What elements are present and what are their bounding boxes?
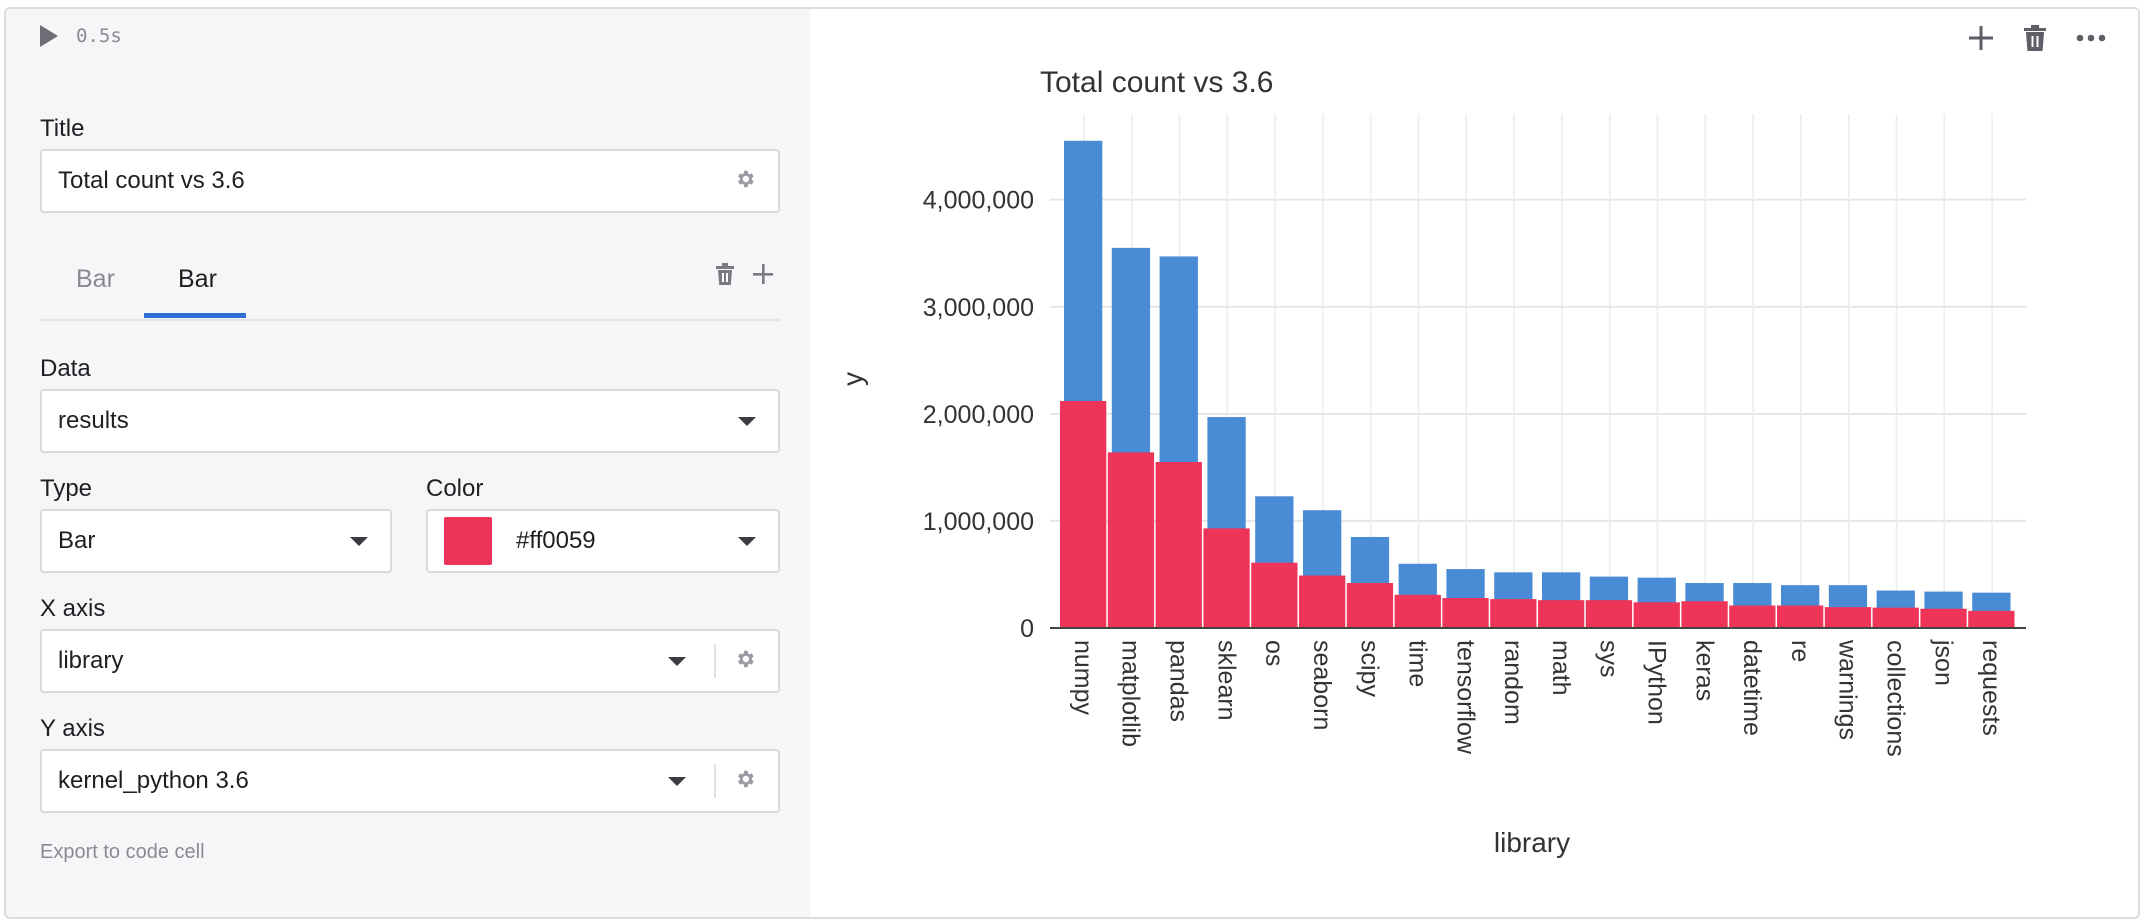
x-axis-value: library (58, 647, 124, 674)
x-tick-label: collections (1882, 640, 1910, 757)
export-to-code-link[interactable]: Export to code cell (40, 841, 205, 863)
bar-series-2-ipython[interactable] (1633, 602, 1680, 628)
series-tabs: Bar Bar (40, 249, 780, 321)
chevron-down-icon[interactable] (668, 776, 686, 786)
x-tick-label: keras (1690, 640, 1718, 701)
cell-actions (1968, 25, 2106, 51)
chevron-down-icon[interactable] (668, 656, 686, 666)
bar-series-2-collections[interactable] (1872, 607, 1919, 628)
run-bar: 0.5s (40, 25, 122, 47)
type-label: Type (40, 475, 93, 502)
x-tick-label: requests (1977, 640, 2005, 736)
bar-series-2-matplotlib[interactable] (1107, 452, 1155, 628)
x-tick-label: datetime (1738, 640, 1766, 736)
bar-series-2-math[interactable] (1538, 600, 1585, 628)
x-axis-select[interactable]: library (40, 629, 780, 693)
x-tick-label: os (1260, 640, 1288, 666)
bar-series-2-json[interactable] (1920, 608, 1967, 628)
y-tick-label: 2,000,000 (923, 401, 1034, 429)
chart-area: 0 1,000,000 2,000,000 3,000,000 4,000,000 nu… (810, 9, 2138, 917)
x-tick-label: json (1929, 639, 1957, 686)
active-tab-indicator (144, 313, 246, 318)
field-divider (714, 644, 716, 678)
chevron-down-icon[interactable] (738, 536, 756, 546)
color-swatch (444, 517, 492, 565)
trash-icon[interactable] (2024, 25, 2046, 51)
bars (1060, 140, 2015, 629)
x-tick-label: scipy (1356, 640, 1384, 697)
chart-title: Total count vs 3.6 (1040, 66, 1273, 99)
y-tick-label: 0 (1020, 615, 1034, 643)
bar-series-2-warnings[interactable] (1824, 607, 1872, 628)
x-tick-label: tensorflow (1451, 640, 1479, 755)
x-tick-label: IPython (1643, 640, 1671, 725)
x-axis-label: X axis (40, 595, 106, 622)
color-label: Color (426, 475, 484, 502)
bar-series-2-seaborn[interactable] (1299, 575, 1346, 628)
x-tick-label: time (1404, 640, 1432, 687)
color-value: #ff0059 (516, 527, 596, 554)
bar-series-2-scipy[interactable] (1346, 583, 1394, 628)
y-axis-value: kernel_python 3.6 (58, 767, 249, 794)
more-icon[interactable] (2076, 34, 2106, 42)
x-tick-label: seaborn (1308, 640, 1336, 730)
chevron-down-icon[interactable] (738, 416, 756, 426)
gear-icon[interactable] (734, 648, 756, 675)
run-time: 0.5s (76, 25, 122, 47)
trash-icon[interactable] (716, 263, 734, 290)
y-tick-label: 3,000,000 (923, 294, 1034, 322)
tab-bar-1[interactable]: Bar (76, 265, 115, 293)
y-tick-label: 1,000,000 (923, 508, 1034, 536)
x-axis-title: library (1494, 827, 1570, 858)
bar-series-2-pandas[interactable] (1155, 462, 1202, 628)
data-label: Data (40, 355, 91, 382)
y-axis-label: Y axis (40, 715, 105, 742)
bar-series-2-time[interactable] (1394, 594, 1441, 628)
bar-series-2-sys[interactable] (1585, 600, 1633, 628)
plus-icon[interactable] (1968, 25, 1994, 51)
title-value: Total count vs 3.6 (58, 167, 245, 194)
y-axis-select[interactable]: kernel_python 3.6 (40, 749, 780, 813)
x-tick-label: pandas (1165, 640, 1193, 722)
field-divider (714, 764, 716, 798)
notebook-cell: 0.5s Title Total count vs 3.6 Bar Bar Da… (4, 7, 2140, 919)
x-tick-labels: numpy matplotlib pandas sklearn os seaborn sci… (1069, 639, 2005, 757)
tab-bar-2[interactable]: Bar (178, 265, 217, 293)
title-label: Title (40, 115, 85, 142)
chart-config-panel: 0.5s Title Total count vs 3.6 Bar Bar Da… (6, 9, 810, 917)
type-select[interactable]: Bar (40, 509, 392, 573)
bar-series-2-tensorflow[interactable] (1442, 598, 1489, 628)
x-tick-label: re (1786, 640, 1814, 662)
bar-series-2-datetime[interactable] (1729, 605, 1776, 628)
bar-series-2-numpy[interactable] (1060, 400, 1107, 628)
gear-icon[interactable] (734, 768, 756, 795)
x-tick-label: warnings (1834, 639, 1862, 740)
data-select[interactable]: results (40, 389, 780, 453)
x-tick-label: sklearn (1212, 640, 1240, 721)
x-tick-label: numpy (1069, 640, 1097, 716)
bar-series-2-random[interactable] (1490, 599, 1537, 628)
bar-series-2-os[interactable] (1251, 562, 1298, 628)
y-tick-label: 4,000,000 (923, 187, 1034, 215)
y-tick-labels: 0 1,000,000 2,000,000 3,000,000 4,000,000 (923, 187, 1034, 643)
x-tick-label: math (1547, 640, 1575, 696)
bar-series-2-keras[interactable] (1681, 601, 1728, 628)
x-tick-label: matplotlib (1117, 640, 1145, 747)
title-input[interactable]: Total count vs 3.6 (40, 149, 780, 213)
data-value: results (58, 407, 129, 434)
bar-series-2-sklearn[interactable] (1203, 528, 1250, 628)
tab-actions (716, 263, 774, 290)
chevron-down-icon[interactable] (350, 536, 368, 546)
type-value: Bar (58, 527, 96, 554)
bar-chart: 0 1,000,000 2,000,000 3,000,000 4,000,000 nu… (837, 66, 2026, 858)
x-tick-label: sys (1595, 640, 1623, 678)
plus-icon[interactable] (752, 263, 774, 290)
color-select[interactable]: #ff0059 (426, 509, 780, 573)
y-axis-title: y (837, 372, 868, 386)
bar-series-2-requests[interactable] (1968, 610, 2015, 628)
gear-icon[interactable] (734, 168, 756, 195)
bar-series-2-re[interactable] (1777, 605, 1824, 628)
play-icon[interactable] (40, 25, 58, 47)
x-tick-label: random (1499, 640, 1527, 725)
